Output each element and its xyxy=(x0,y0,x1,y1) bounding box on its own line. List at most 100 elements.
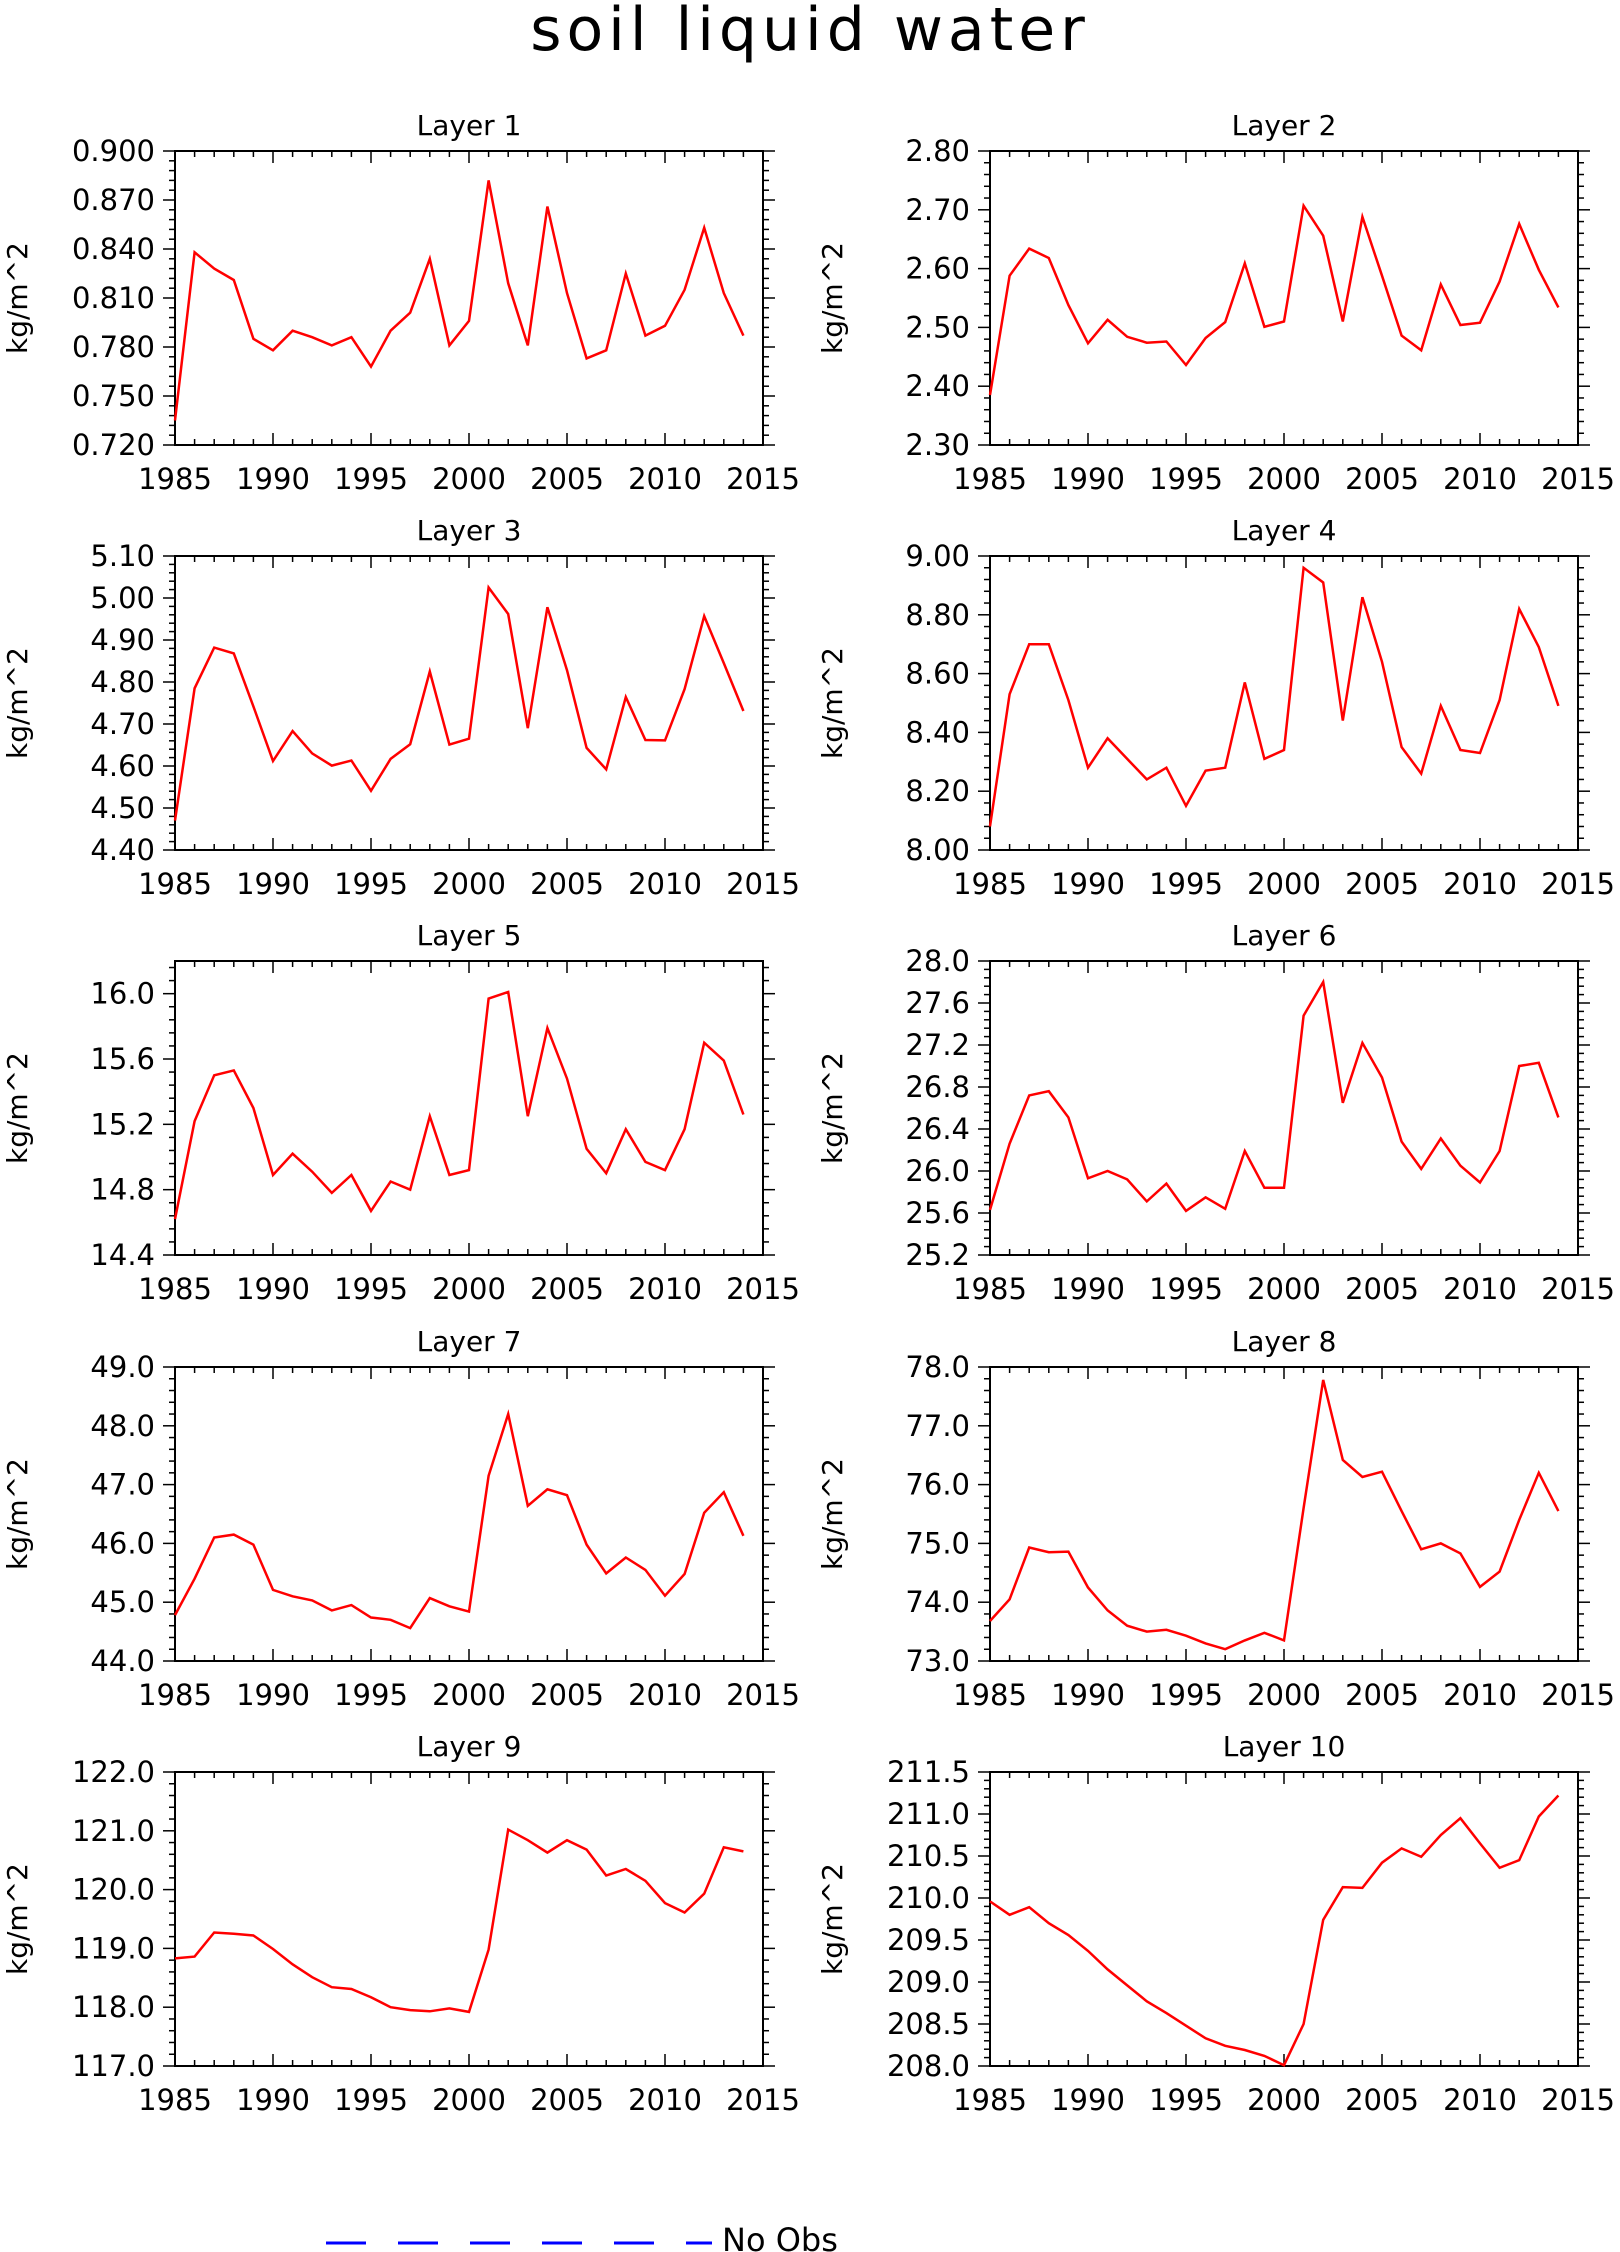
layer-8-xtick-label: 2000 xyxy=(1247,1678,1321,1712)
layer-6-ytick-label: 28.0 xyxy=(905,944,970,978)
layer-3-ytick-label: 4.80 xyxy=(90,665,155,699)
layer-10-frame xyxy=(989,1771,1579,2067)
layer-4-series-line xyxy=(988,565,1560,827)
layer-9-xtick-label: 2010 xyxy=(628,2083,702,2117)
layer-7-xtick-label: 2005 xyxy=(530,1678,604,1712)
layer-1-ytick-label: 0.810 xyxy=(72,281,155,315)
layer-10-series-line xyxy=(989,1794,1560,2067)
layer-9-xtick-label: 1990 xyxy=(236,2083,310,2117)
layer-4-ytick-label: 8.60 xyxy=(905,657,970,691)
layer-8-xtick-label: 2015 xyxy=(1541,1678,1615,1712)
figure-title: soil liquid water xyxy=(530,0,1090,65)
layer-7-xtick-label: 1995 xyxy=(334,1678,408,1712)
layer-8-series-line xyxy=(989,1379,1560,1651)
layer-8-frame xyxy=(989,1366,1579,1662)
layer-10-xtick-label: 2000 xyxy=(1247,2083,1321,2117)
layer-7-ytick-label: 47.0 xyxy=(90,1468,155,1502)
layer-1-title: Layer 1 xyxy=(417,109,522,142)
layer-1-xtick-label: 2010 xyxy=(628,462,702,496)
layer-8-xtick-label: 1990 xyxy=(1051,1678,1125,1712)
layer-4-ytick-label: 9.00 xyxy=(905,539,970,573)
layer-3-ytick-label: 4.40 xyxy=(90,833,155,867)
layer-4-ytick-label: 8.00 xyxy=(905,833,970,867)
layer-10-ytick-label: 208.5 xyxy=(887,2007,970,2041)
layer-6-xtick-label: 1995 xyxy=(1149,1272,1223,1306)
layer-3-ytick-label: 4.70 xyxy=(90,707,155,741)
layer-4-title: Layer 4 xyxy=(1232,514,1337,547)
layer-10-ytick-label: 210.5 xyxy=(887,1839,970,1873)
layer-2-ytick-label: 2.80 xyxy=(905,134,970,168)
layer-8-ytick-label: 76.0 xyxy=(905,1468,970,1502)
layer-10-panel: Layer 10 kg/m^2 1985 1990 1995 2000 2005 2010 20… xyxy=(816,1730,1615,2117)
layer-6-xtick-label: 2010 xyxy=(1443,1272,1517,1306)
layer-5-panel: Layer 5 kg/m^2 1985 1990 1995 2000 2005 2010 201… xyxy=(1,919,800,1306)
layer-3-ytick-label: 5.10 xyxy=(90,539,155,573)
layer-7-ytick-label: 44.0 xyxy=(90,1644,155,1678)
legend-label-no-obs: No Obs xyxy=(722,2221,838,2252)
layer-2-xtick-label: 1985 xyxy=(953,462,1027,496)
layer-10-xtick-label: 2010 xyxy=(1443,2083,1517,2117)
layer-6-xtick-label: 1985 xyxy=(953,1272,1027,1306)
layer-4-ytick-label: 8.80 xyxy=(905,598,970,632)
layer-10-ytick-label: 209.5 xyxy=(887,1923,970,1957)
layer-3-ylabel: kg/m^2 xyxy=(1,647,34,759)
layer-1-frame xyxy=(174,150,764,446)
layer-4-xtick-label: 2000 xyxy=(1247,867,1321,901)
layer-2-ytick-label: 2.70 xyxy=(905,193,970,227)
layer-6-xtick-label: 1990 xyxy=(1051,1272,1125,1306)
layer-9-ytick-label: 121.0 xyxy=(72,1814,155,1848)
layer-3-xtick-label: 2010 xyxy=(628,867,702,901)
layer-10-ytick-label: 211.0 xyxy=(887,1797,970,1831)
layer-4-xtick-label: 2010 xyxy=(1443,867,1517,901)
layer-10-title: Layer 10 xyxy=(1223,1730,1346,1763)
layer-8-ytick-label: 73.0 xyxy=(905,1644,970,1678)
layer-6-panel: Layer 6 kg/m^2 1985 1990 1995 2000 2005 2010 201… xyxy=(816,919,1615,1306)
layer-7-ytick-label: 45.0 xyxy=(90,1585,155,1619)
layer-9-panel: Layer 9 kg/m^2 1985 1990 1995 2000 2005 2010 201… xyxy=(1,1730,800,2117)
layer-5-title: Layer 5 xyxy=(417,919,522,952)
layer-10-ytick-label: 210.0 xyxy=(887,1881,970,1915)
chart-panels: Layer 1 kg/m^2 1985 1990 1995 2000 2005 2010 201… xyxy=(1,109,1615,2117)
layer-5-xtick-label: 2010 xyxy=(628,1272,702,1306)
layer-10-ytick-label: 208.0 xyxy=(887,2049,970,2083)
layer-1-panel: Layer 1 kg/m^2 1985 1990 1995 2000 2005 2010 201… xyxy=(1,109,800,496)
layer-4-ylabel: kg/m^2 xyxy=(816,647,849,759)
layer-2-frame xyxy=(989,150,1579,446)
layer-8-ytick-label: 78.0 xyxy=(905,1350,970,1384)
layer-1-ytick-label: 0.780 xyxy=(72,330,155,364)
layer-2-xtick-label: 1990 xyxy=(1051,462,1125,496)
layer-5-xtick-label: 1990 xyxy=(236,1272,310,1306)
layer-6-ytick-label: 26.4 xyxy=(905,1112,970,1146)
layer-9-xtick-label: 1985 xyxy=(138,2083,212,2117)
layer-1-xtick-label: 2005 xyxy=(530,462,604,496)
layer-9-ytick-label: 119.0 xyxy=(72,1931,155,1965)
layer-5-ytick-label: 15.6 xyxy=(90,1042,155,1076)
layer-3-xtick-label: 2005 xyxy=(530,867,604,901)
layer-9-frame xyxy=(174,1771,764,2067)
layer-10-ytick-label: 209.0 xyxy=(887,1965,970,1999)
layer-9-ytick-label: 118.0 xyxy=(72,1990,155,2024)
layer-1-ytick-label: 0.720 xyxy=(72,428,155,462)
layer-7-ytick-label: 49.0 xyxy=(90,1350,155,1384)
layer-1-ylabel: kg/m^2 xyxy=(1,242,34,354)
layer-6-frame xyxy=(989,960,1579,1256)
layer-8-ytick-label: 75.0 xyxy=(905,1526,970,1560)
layer-1-ytick-label: 0.900 xyxy=(72,134,155,168)
layer-9-ytick-label: 120.0 xyxy=(72,1873,155,1907)
layer-2-ytick-label: 2.50 xyxy=(905,310,970,344)
layer-6-xtick-label: 2015 xyxy=(1541,1272,1615,1306)
layer-3-xtick-label: 1995 xyxy=(334,867,408,901)
layer-7-frame xyxy=(174,1366,764,1662)
layer-7-xtick-label: 2010 xyxy=(628,1678,702,1712)
layer-4-xtick-label: 2015 xyxy=(1541,867,1615,901)
layer-7-xtick-label: 1990 xyxy=(236,1678,310,1712)
layer-2-ytick-label: 2.40 xyxy=(905,369,970,403)
layer-7-ytick-label: 46.0 xyxy=(90,1526,155,1560)
layer-2-xtick-label: 2005 xyxy=(1345,462,1419,496)
layer-2-series-line xyxy=(988,202,1560,396)
layer-9-xtick-label: 2005 xyxy=(530,2083,604,2117)
layer-7-xtick-label: 2015 xyxy=(726,1678,800,1712)
layer-2-title: Layer 2 xyxy=(1232,109,1337,142)
layer-6-xtick-label: 2000 xyxy=(1247,1272,1321,1306)
layer-8-ylabel: kg/m^2 xyxy=(816,1458,849,1570)
